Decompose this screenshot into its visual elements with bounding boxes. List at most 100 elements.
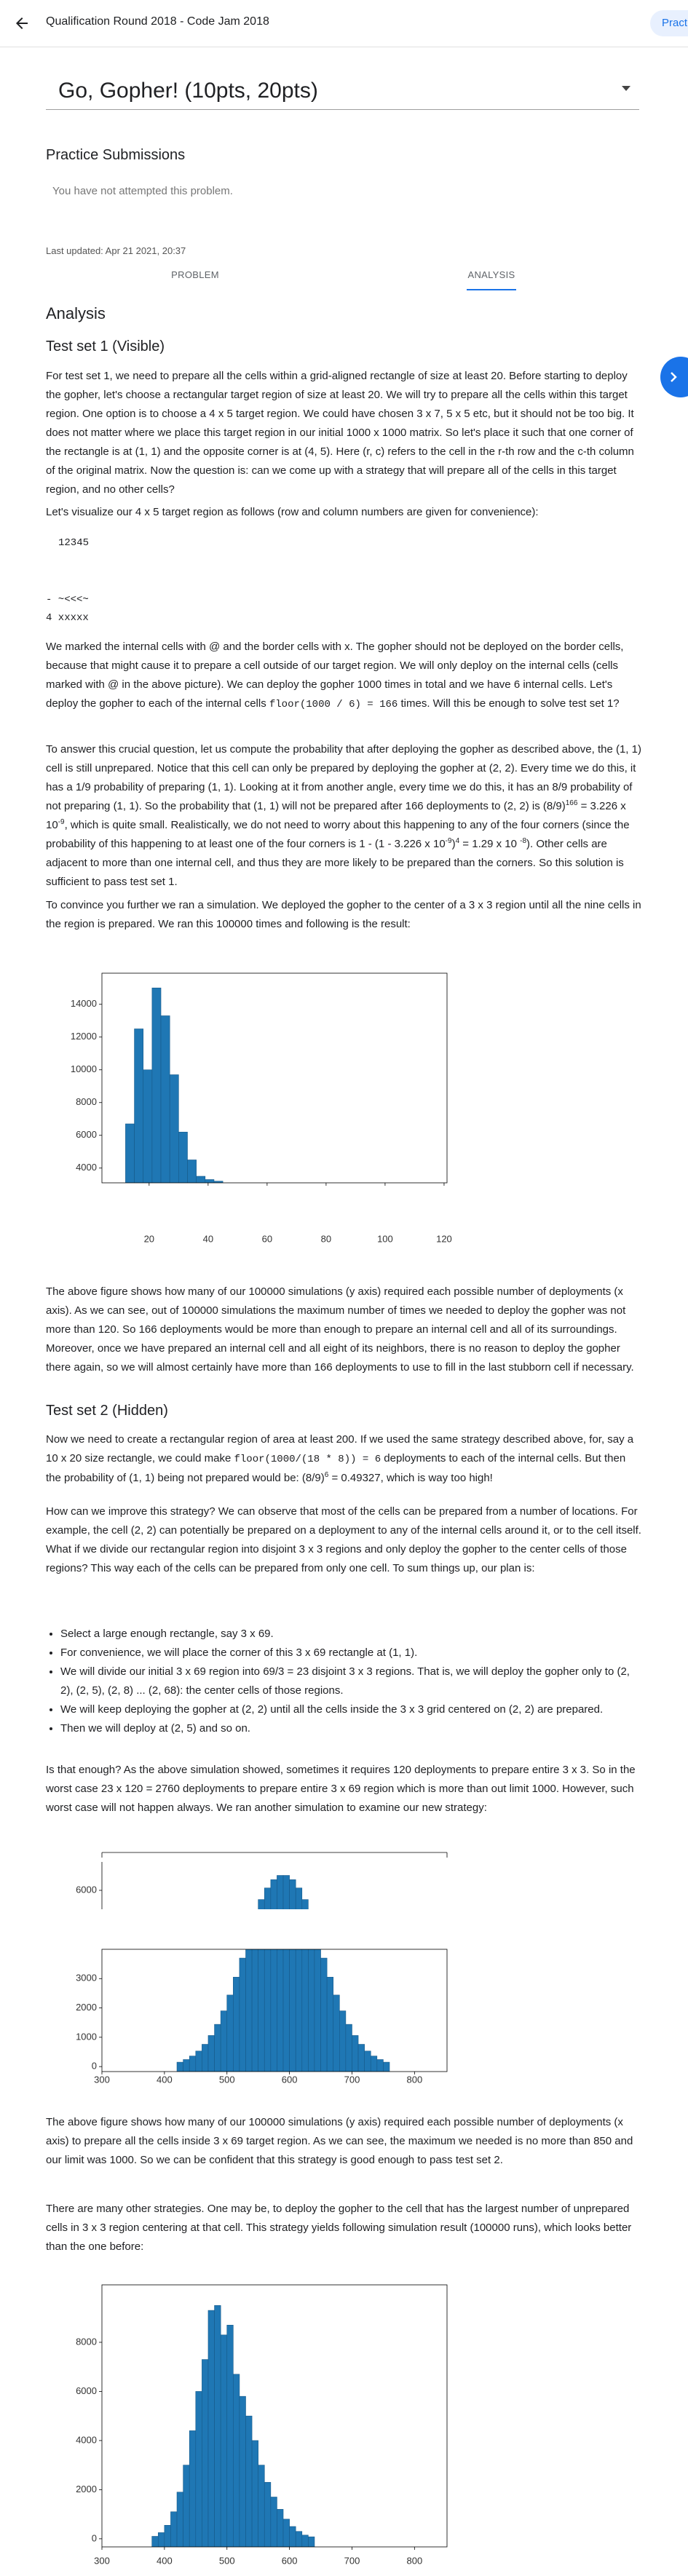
paragraph: For test set 1, we need to prepare all t… xyxy=(46,367,643,499)
bar xyxy=(134,1029,144,1183)
superscript: -9 xyxy=(58,818,65,826)
x-tick-label: 40 xyxy=(203,1233,213,1244)
superscript: -8 xyxy=(520,837,527,845)
code-line: 12345 xyxy=(58,537,90,549)
bar xyxy=(282,1949,290,2072)
bar xyxy=(205,1179,215,1183)
paragraph: Let's visualize our 4 x 5 target region … xyxy=(46,503,643,522)
superscript: 4 xyxy=(455,837,460,845)
fab-button[interactable] xyxy=(659,355,688,399)
bar xyxy=(170,2511,178,2547)
text-run: For test set 1, we need to prepare all t… xyxy=(46,370,634,496)
bar xyxy=(314,1949,321,2072)
y-tick-label: 6000 xyxy=(76,2385,97,2396)
bar xyxy=(357,2044,365,2072)
bar xyxy=(301,2535,309,2547)
bar xyxy=(213,1181,224,1183)
code-line: - ~<<<~ xyxy=(46,594,89,606)
x-tick-label: 700 xyxy=(344,2074,360,2085)
header: Qualification Round 2018 - Code Jam 2018… xyxy=(0,0,688,47)
list: Select a large enough rectangle, say 3 x… xyxy=(46,1625,643,1738)
select-underline xyxy=(46,109,639,110)
bar xyxy=(270,2497,277,2547)
code-line: 4 xxxxx xyxy=(46,612,89,624)
last-updated: Last updated: Apr 21 2021, 20:37 xyxy=(46,245,186,256)
problem-select[interactable]: Go, Gopher! (10pts, 20pts) xyxy=(58,79,318,103)
y-tick-label: 12000 xyxy=(71,1031,97,1042)
y-tick-label: 6000 xyxy=(76,1884,97,1895)
x-tick-label: 600 xyxy=(282,2555,298,2566)
paragraph: The above figure shows how many of our 1… xyxy=(46,1283,643,1377)
bar xyxy=(226,2325,234,2547)
bar xyxy=(320,1957,328,2072)
x-tick-label: 800 xyxy=(406,2555,422,2566)
bar xyxy=(282,1875,290,1909)
text-run: The above figure shows how many of our 1… xyxy=(46,1285,634,1374)
bar xyxy=(189,2056,197,2072)
bar xyxy=(189,2430,197,2547)
superscript: -9 xyxy=(445,837,452,845)
heading: Test set 2 (Hidden) xyxy=(46,1403,168,1419)
bar xyxy=(264,1887,272,1909)
tab[interactable]: PROBLEM xyxy=(171,269,219,280)
plot-frame xyxy=(101,972,448,1184)
inline-code: floor(1000 / 6) = 166 xyxy=(269,699,398,710)
bar xyxy=(220,2334,228,2547)
paragraph: How can we improve this strategy? We can… xyxy=(46,1502,643,1578)
text-run: ). Other cells are adjacent to more than… xyxy=(46,838,624,888)
text-run: ) xyxy=(451,838,456,850)
x-tick-label: 100 xyxy=(377,1233,393,1244)
bar xyxy=(364,2050,371,2072)
paragraph: The above figure shows how many of our 1… xyxy=(46,2113,643,2170)
x-tick-label: 60 xyxy=(262,1233,272,1244)
x-tick-label: 400 xyxy=(157,2555,173,2566)
bar xyxy=(220,2010,228,2072)
bar xyxy=(339,2010,347,2072)
bar xyxy=(183,2465,190,2547)
text-run: times. Will this be enough to solve test… xyxy=(398,697,620,710)
y-tick-label: 2000 xyxy=(76,2484,97,2494)
bar xyxy=(308,2536,315,2547)
paragraph: There are many other strategies. One may… xyxy=(46,2200,643,2256)
bar xyxy=(277,1949,284,2072)
inline-code: floor(1000/(18 * 8)) = 6 xyxy=(234,1454,381,1465)
bar xyxy=(277,1875,284,1909)
bar xyxy=(270,1949,277,2072)
bar xyxy=(295,1887,303,1909)
x-tick-label: 120 xyxy=(436,1233,452,1244)
text-run: Is that enough? As the above simulation … xyxy=(46,1764,636,1814)
tab[interactable]: ANALYSIS xyxy=(467,269,515,280)
bar xyxy=(370,2056,378,2072)
bar xyxy=(176,2061,183,2072)
bar xyxy=(383,2061,390,2072)
list-item: Select a large enough rectangle, say 3 x… xyxy=(60,1625,643,1644)
plot-frame xyxy=(101,2284,448,2548)
bar xyxy=(226,1994,234,2072)
dropdown-arrow[interactable] xyxy=(622,86,630,92)
list-item: For convenience, we will place the corne… xyxy=(60,1644,643,1662)
list-item: Then we will deploy at (2, 5) and so on. xyxy=(60,1719,643,1738)
bar xyxy=(143,1069,153,1183)
bar xyxy=(157,2532,165,2547)
bar xyxy=(164,2525,171,2547)
bar xyxy=(258,1899,265,1909)
bar xyxy=(301,1899,309,1909)
superscript: 166 xyxy=(565,799,578,807)
text-run: To answer this crucial question, let us … xyxy=(46,743,641,812)
paragraph: Now we need to create a rectangular regi… xyxy=(46,1430,643,1488)
bar xyxy=(376,2059,384,2072)
back-arrow[interactable] xyxy=(13,15,31,32)
y-tick-label: 3000 xyxy=(76,1973,97,1983)
bar xyxy=(195,2391,202,2547)
text-run: How can we improve this strategy? We can… xyxy=(46,1505,641,1574)
y-tick-label: 8000 xyxy=(76,1096,97,1107)
heading: Test set 1 (Visible) xyxy=(46,338,165,354)
bar xyxy=(295,2531,303,2547)
text-run: The above figure shows how many of our 1… xyxy=(46,2116,633,2166)
x-tick-label: 800 xyxy=(406,2074,422,2085)
practice-button[interactable]: Practice xyxy=(650,10,688,36)
text-run: To convince you further we ran a simulat… xyxy=(46,899,641,930)
bar xyxy=(195,2050,202,2072)
bar xyxy=(251,1949,258,2072)
